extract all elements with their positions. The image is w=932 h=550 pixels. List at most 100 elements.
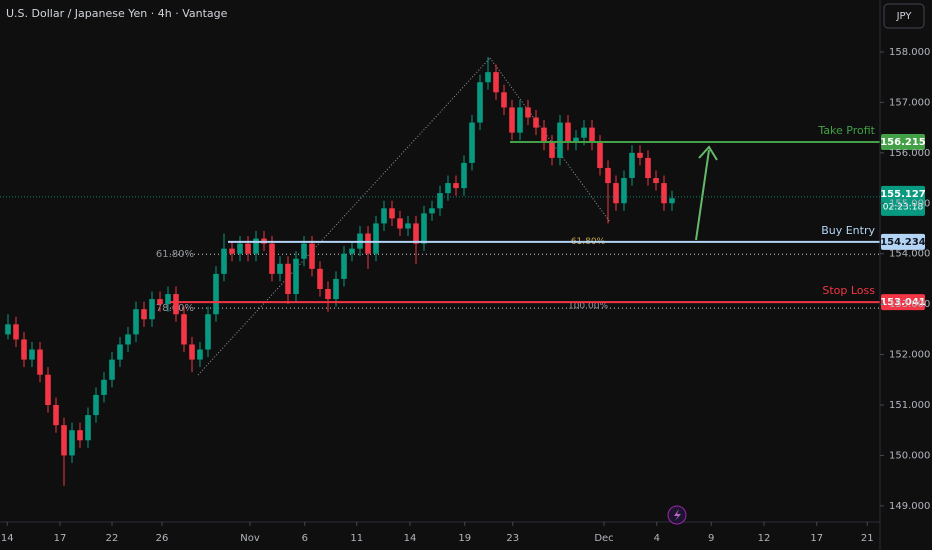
price-tag-label: 156.215: [880, 137, 926, 148]
candle-body: [221, 248, 227, 274]
candle-body: [285, 263, 291, 295]
candle-body: [53, 405, 59, 426]
candle-body: [589, 127, 595, 143]
candle-body: [117, 344, 123, 360]
currency-label[interactable]: JPY: [896, 11, 913, 22]
candle-body: [237, 243, 243, 254]
x-tick-label: 12: [758, 533, 771, 544]
current-price-label: 155.127: [880, 189, 926, 200]
candle-body: [325, 289, 331, 300]
candle-body: [349, 248, 355, 254]
x-tick-label: 6: [302, 533, 308, 544]
candle-body: [501, 92, 507, 108]
candle-body: [525, 107, 531, 118]
price-tag-label: 153.041: [880, 297, 926, 308]
candle-body: [469, 122, 475, 163]
x-tick-label: 11: [350, 533, 363, 544]
candle-body: [429, 208, 435, 214]
candle-body: [485, 72, 491, 83]
candle-body: [149, 299, 155, 320]
candle-body: [517, 107, 523, 133]
y-tick-label: 152.000: [889, 350, 930, 361]
candle-body: [205, 314, 211, 350]
candle-body: [69, 430, 75, 456]
fib-label: 61.80%: [156, 249, 194, 260]
candle-body: [621, 178, 627, 204]
candle-body: [541, 127, 547, 143]
y-tick-label: 157.000: [889, 97, 930, 108]
candle-body: [29, 349, 35, 360]
candle-body: [277, 263, 283, 274]
x-tick-label: 21: [861, 533, 874, 544]
candle-body: [477, 82, 483, 123]
candles: [5, 56, 675, 486]
y-tick-label: 149.000: [889, 501, 930, 512]
candle-body: [317, 268, 323, 290]
candle-body: [269, 243, 275, 274]
candle-body: [373, 223, 379, 254]
candle-body: [13, 324, 19, 340]
price-tag-label: 154.234: [880, 237, 926, 248]
candle-body: [61, 425, 67, 456]
candle-body: [229, 248, 235, 254]
candle-body: [141, 309, 147, 320]
x-tick-label: 23: [506, 533, 519, 544]
candle-body: [509, 107, 515, 133]
candle-body: [573, 137, 579, 143]
candle-body: [445, 183, 451, 194]
x-tick-label: 9: [708, 533, 714, 544]
candle-body: [133, 309, 139, 335]
candle-body: [637, 152, 643, 158]
y-tick-label: 155.000: [889, 198, 930, 209]
candle-body: [293, 258, 299, 295]
candle-body: [645, 157, 651, 179]
candle-body: [301, 243, 307, 259]
candle-body: [453, 183, 459, 189]
x-tick-label: 26: [156, 533, 169, 544]
candle-body: [213, 273, 219, 315]
y-tick-label: 153.000: [889, 299, 930, 310]
countdown-label: 02:23:18: [883, 202, 924, 212]
candle-body: [437, 193, 443, 209]
candle-body: [157, 299, 163, 305]
candle-body: [85, 415, 91, 441]
y-tick-label: 151.000: [889, 400, 930, 411]
candle-body: [5, 324, 11, 335]
x-tick-label: 17: [54, 533, 67, 544]
x-tick-label: 14: [404, 533, 417, 544]
candle-body: [597, 142, 603, 168]
candle-body: [653, 178, 659, 184]
price-tag: [881, 233, 925, 250]
candle-body: [101, 379, 107, 395]
candle-body: [661, 183, 667, 204]
candle-body: [493, 72, 499, 93]
candle-body: [669, 198, 675, 204]
candle-body: [381, 208, 387, 224]
level-name: Buy Entry: [821, 224, 875, 237]
y-tick-label: 150.000: [889, 450, 930, 461]
arrow: [695, 149, 710, 241]
arrow-head: [698, 145, 718, 161]
candle-body: [389, 208, 395, 219]
lightning-bolt: [674, 509, 681, 521]
candle-body: [21, 339, 27, 360]
candle-body: [197, 349, 203, 360]
candle-body: [533, 117, 539, 128]
fib-center-label: 100.00%: [568, 302, 608, 312]
candle-body: [405, 223, 411, 229]
candle-body: [557, 122, 563, 158]
candle-body: [173, 294, 179, 315]
currency-button[interactable]: [883, 3, 925, 29]
y-tick-label: 158.000: [889, 47, 930, 58]
candle-body: [253, 238, 259, 254]
candle-body: [581, 127, 587, 138]
candle-body: [181, 314, 187, 345]
y-tick-label: 154.000: [889, 249, 930, 260]
x-tick-label: Dec: [594, 533, 613, 544]
candle-body: [341, 253, 347, 279]
candle-body: [125, 334, 131, 345]
chart-title: U.S. Dollar / Japanese Yen · 4h · Vantag…: [6, 7, 228, 20]
y-tick-label: 156.000: [889, 148, 930, 159]
candle-body: [613, 183, 619, 204]
candle-body: [189, 344, 195, 360]
